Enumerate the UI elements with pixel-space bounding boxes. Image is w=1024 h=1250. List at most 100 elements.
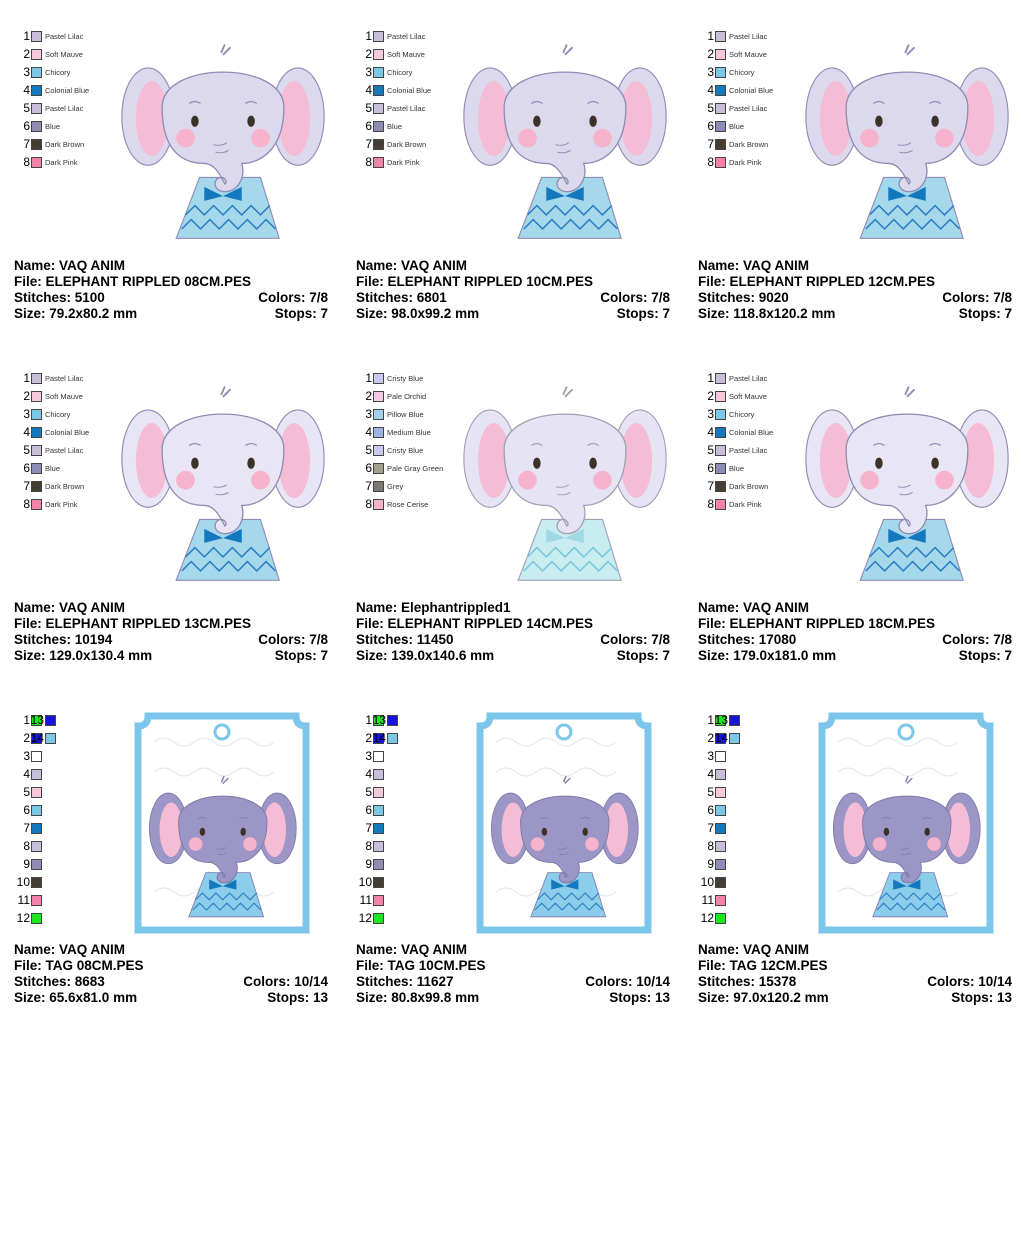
thread-color-swatch: [715, 732, 726, 744]
thread-color-row: 7 Dark Brown: [700, 478, 768, 494]
thread-color-row: 1: [16, 712, 42, 728]
trunk-lines: [213, 142, 229, 154]
tag-preview: [476, 712, 652, 939]
thread-color-swatch: [31, 426, 42, 438]
design-file: File: TAG 12CM.PES: [698, 958, 828, 973]
thread-color-row: 5 Pastel Lilac: [700, 442, 767, 458]
thread-color-row: 3 Chicory: [700, 406, 754, 422]
design-size: Size: 97.0x120.2 mm: [698, 990, 829, 1005]
thread-number: 4: [707, 767, 714, 781]
hair-tuft: [562, 386, 574, 398]
left-eye: [883, 827, 890, 836]
elephant-design-card: 1 Pastel Lilac 2 Soft Mauve 3 Chicory 4 Colonia…: [14, 28, 344, 348]
right-eye: [240, 827, 246, 836]
design-file: File: TAG 08CM.PES: [14, 958, 144, 973]
thread-color-name: Pastel Lilac: [45, 445, 84, 455]
thread-color-swatch: [373, 120, 384, 132]
right-eye: [931, 115, 939, 127]
left-cheek: [176, 128, 195, 148]
thread-number: 2: [23, 47, 30, 61]
thread-number: 8: [23, 497, 30, 511]
stitch-color-row: Stitches: 9020 Colors: 7/8: [698, 290, 1012, 306]
left-cheek: [860, 128, 879, 148]
thread-color-name: Pastel Lilac: [387, 31, 426, 41]
thread-color-row: 9: [16, 856, 42, 872]
thread-number: 7: [365, 821, 372, 835]
shirt-shape: [859, 176, 964, 239]
thread-number: 7: [23, 479, 30, 493]
shirt-zigzag: [865, 560, 960, 573]
thread-color-swatch: [715, 84, 726, 96]
thread-color-swatch: [387, 714, 398, 726]
design-size: Size: 65.6x81.0 mm: [14, 990, 138, 1005]
thread-number: 13: [30, 713, 44, 727]
thread-color-name: Pale Gray Green: [387, 463, 444, 473]
thread-color-name: Chicory: [387, 67, 413, 77]
thread-number: 8: [707, 839, 714, 853]
thread-number: 8: [707, 497, 714, 511]
eyebrows: [530, 443, 600, 446]
thread-color-row: 12: [16, 910, 42, 926]
thread-color-row: 7: [700, 820, 726, 836]
stop-count: Stops: 7: [616, 306, 670, 321]
thread-color-name: Soft Mauve: [729, 391, 767, 401]
thread-color-name: Pastel Lilac: [45, 103, 84, 113]
size-stops-row: Size: 139.0x140.6 mm Stops: 7: [356, 648, 670, 664]
thread-number: 1: [707, 371, 714, 385]
stitch-color-row: Stitches: 10194 Colors: 7/8: [14, 632, 328, 648]
thread-number: 5: [707, 443, 714, 457]
thread-color-row: 6: [700, 802, 726, 818]
thread-color-row: 14: [714, 730, 740, 746]
thread-color-row: 5: [700, 784, 726, 800]
design-name: Name: VAQ ANIM: [14, 258, 126, 273]
thread-color-swatch: [715, 138, 726, 150]
thread-color-row: 1 Pastel Lilac: [16, 370, 83, 386]
thread-color-swatch: [715, 840, 726, 852]
right-ear-inner: [278, 81, 311, 156]
thread-number: 5: [365, 101, 372, 115]
thread-color-row: 5 Pastel Lilac: [16, 100, 83, 116]
shirt-shape: [188, 872, 265, 918]
shirt-zigzag: [869, 546, 955, 558]
thread-color-row: 3 Chicory: [700, 64, 754, 80]
hair-tuft: [904, 775, 913, 785]
stop-count: Stops: 13: [951, 990, 1012, 1005]
thread-number: 4: [23, 425, 30, 439]
right-eye: [589, 115, 597, 127]
thread-number: 8: [23, 839, 30, 853]
stop-count: Stops: 13: [609, 990, 670, 1005]
hair-tuft: [904, 386, 916, 398]
thread-color-swatch: [31, 786, 42, 798]
thread-color-swatch: [31, 30, 42, 42]
thread-number: 6: [707, 119, 714, 133]
thread-color-swatch: [31, 390, 42, 402]
thread-color-row: 4: [16, 766, 42, 782]
design-info: Name: VAQ ANIM File: TAG 08CM.PES Stitches…: [14, 942, 328, 1006]
shirt-zigzag: [523, 560, 618, 573]
thread-number: 6: [365, 803, 372, 817]
thread-number: 6: [365, 119, 372, 133]
stitch-color-row: Stitches: 5100 Colors: 7/8: [14, 290, 328, 306]
thread-color-swatch: [31, 102, 42, 114]
thread-color-row: 8: [700, 838, 726, 854]
left-ear-inner: [135, 81, 168, 156]
right-eye: [247, 457, 255, 469]
thread-color-swatch: [715, 408, 726, 420]
design-file: File: ELEPHANT RIPPLED 14CM.PES: [356, 616, 594, 631]
thread-color-row: 4 Colonial Blue: [16, 424, 89, 440]
design-name: Name: Elephantrippled1: [356, 600, 511, 615]
thread-color-swatch: [373, 138, 384, 150]
thread-color-row: 5: [358, 784, 384, 800]
eyebrows: [872, 443, 942, 446]
thread-color-row: 6 Blue: [700, 460, 744, 476]
thread-number: 4: [707, 83, 714, 97]
thread-color-swatch: [715, 858, 726, 870]
thread-color-row: 8 Dark Pink: [16, 496, 77, 512]
thread-color-swatch: [373, 732, 384, 744]
stitch-color-row: Stitches: 11450 Colors: 7/8: [356, 632, 670, 648]
design-file: File: ELEPHANT RIPPLED 12CM.PES: [698, 274, 936, 289]
elephant-embroidery-image: [463, 386, 667, 581]
thread-color-row: 13: [714, 712, 740, 728]
elephant-embroidery-image: [805, 44, 1009, 239]
tag-preview: [134, 712, 310, 939]
